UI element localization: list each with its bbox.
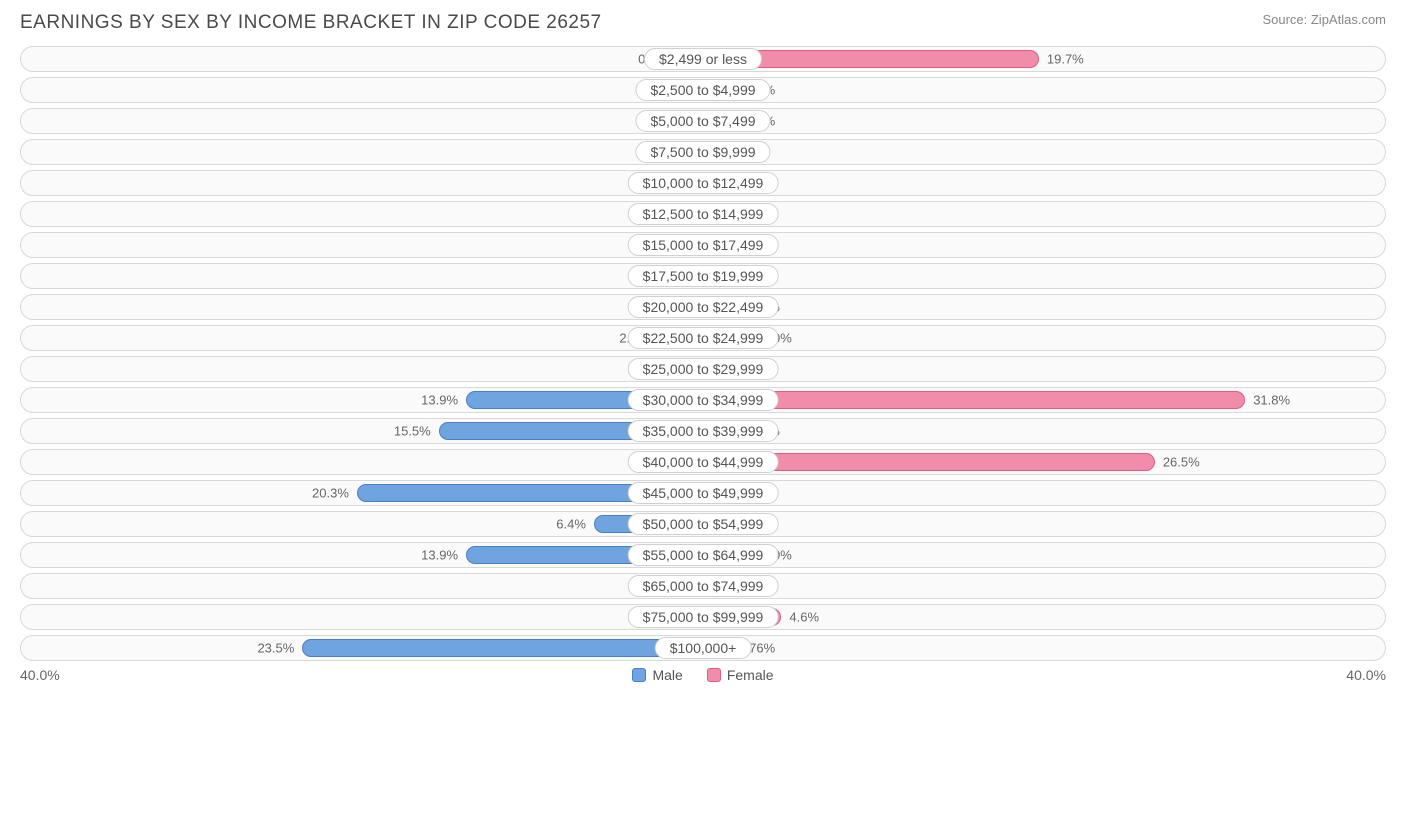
bar-row: 1.1%4.6%$75,000 to $99,999 (20, 604, 1386, 630)
category-label: $40,000 to $44,999 (628, 451, 779, 473)
bar-row: 6.4%0.0%$50,000 to $54,999 (20, 511, 1386, 537)
female-value-label: 26.5% (1163, 455, 1200, 470)
bar-row: 0.0%0.0%$12,500 to $14,999 (20, 201, 1386, 227)
category-label: $15,000 to $17,499 (628, 234, 779, 256)
male-value-label: 15.5% (394, 424, 431, 439)
bar-row: 0.0%0.76%$2,500 to $4,999 (20, 77, 1386, 103)
bar-row: 0.53%26.5%$40,000 to $44,999 (20, 449, 1386, 475)
legend-male-label: Male (652, 667, 682, 683)
category-label: $75,000 to $99,999 (628, 606, 779, 628)
female-value-label: 4.6% (789, 610, 819, 625)
category-label: $5,000 to $7,499 (635, 110, 770, 132)
legend: Male Female (632, 667, 773, 683)
bar-row: 0.0%0.0%$7,500 to $9,999 (20, 139, 1386, 165)
category-label: $25,000 to $29,999 (628, 358, 779, 380)
bar-row: 23.5%0.76%$100,000+ (20, 635, 1386, 661)
legend-item-female: Female (707, 667, 774, 683)
bar-row: 0.0%19.7%$2,499 or less (20, 46, 1386, 72)
chart-source: Source: ZipAtlas.com (1262, 12, 1386, 27)
bar-row: 13.9%3.0%$55,000 to $64,999 (20, 542, 1386, 568)
bar-row: 0.0%2.3%$20,000 to $22,499 (20, 294, 1386, 320)
legend-female-label: Female (727, 667, 774, 683)
category-label: $10,000 to $12,499 (628, 172, 779, 194)
category-label: $50,000 to $54,999 (628, 513, 779, 535)
axis-label-left: 40.0% (20, 667, 60, 683)
category-label: $30,000 to $34,999 (628, 389, 779, 411)
category-label: $55,000 to $64,999 (628, 544, 779, 566)
female-swatch-icon (707, 668, 721, 682)
male-value-label: 13.9% (421, 393, 458, 408)
chart-title: EARNINGS BY SEX BY INCOME BRACKET IN ZIP… (20, 12, 602, 34)
bar-row: 0.0%1.5%$15,000 to $17,499 (20, 232, 1386, 258)
chart-header: EARNINGS BY SEX BY INCOME BRACKET IN ZIP… (20, 12, 1386, 34)
bar-row: 0.53%0.0%$65,000 to $74,999 (20, 573, 1386, 599)
bar-row: 13.9% 31.8% $30,000 to $34,999 (20, 387, 1386, 413)
bar-row: 0.0%0.76%$5,000 to $7,499 (20, 108, 1386, 134)
male-value-label: 20.3% (312, 486, 349, 501)
male-swatch-icon (632, 668, 646, 682)
male-value-label: 6.4% (556, 517, 586, 532)
bar-row: 2.7%3.0%$22,500 to $24,999 (20, 325, 1386, 351)
female-value-label: 31.8% (1253, 393, 1290, 408)
category-label: $12,500 to $14,999 (628, 203, 779, 225)
category-label: $65,000 to $74,999 (628, 575, 779, 597)
bar-row: 0.0%1.5%$25,000 to $29,999 (20, 356, 1386, 382)
legend-item-male: Male (632, 667, 682, 683)
bar-row: 20.3%0.0%$45,000 to $49,999 (20, 480, 1386, 506)
bar-row: 0.0%0.0%$10,000 to $12,499 (20, 170, 1386, 196)
bar-row: 15.5%2.3%$35,000 to $39,999 (20, 418, 1386, 444)
category-label: $20,000 to $22,499 (628, 296, 779, 318)
diverging-bar-chart: 0.0%19.7%$2,499 or less0.0%0.76%$2,500 t… (20, 46, 1386, 661)
category-label: $2,500 to $4,999 (635, 79, 770, 101)
female-value-label: 19.7% (1047, 52, 1084, 67)
male-bar (302, 639, 703, 657)
chart-footer: 40.0% Male Female 40.0% (20, 667, 1386, 683)
category-label: $45,000 to $49,999 (628, 482, 779, 504)
male-value-label: 23.5% (257, 641, 294, 656)
female-bar (703, 391, 1245, 409)
male-value-label: 13.9% (421, 548, 458, 563)
axis-label-right: 40.0% (1346, 667, 1386, 683)
bar-row: 1.6%1.5%$17,500 to $19,999 (20, 263, 1386, 289)
category-label: $7,500 to $9,999 (635, 141, 770, 163)
category-label: $2,499 or less (644, 48, 762, 70)
category-label: $17,500 to $19,999 (628, 265, 779, 287)
category-label: $100,000+ (655, 637, 752, 659)
category-label: $22,500 to $24,999 (628, 327, 779, 349)
category-label: $35,000 to $39,999 (628, 420, 779, 442)
